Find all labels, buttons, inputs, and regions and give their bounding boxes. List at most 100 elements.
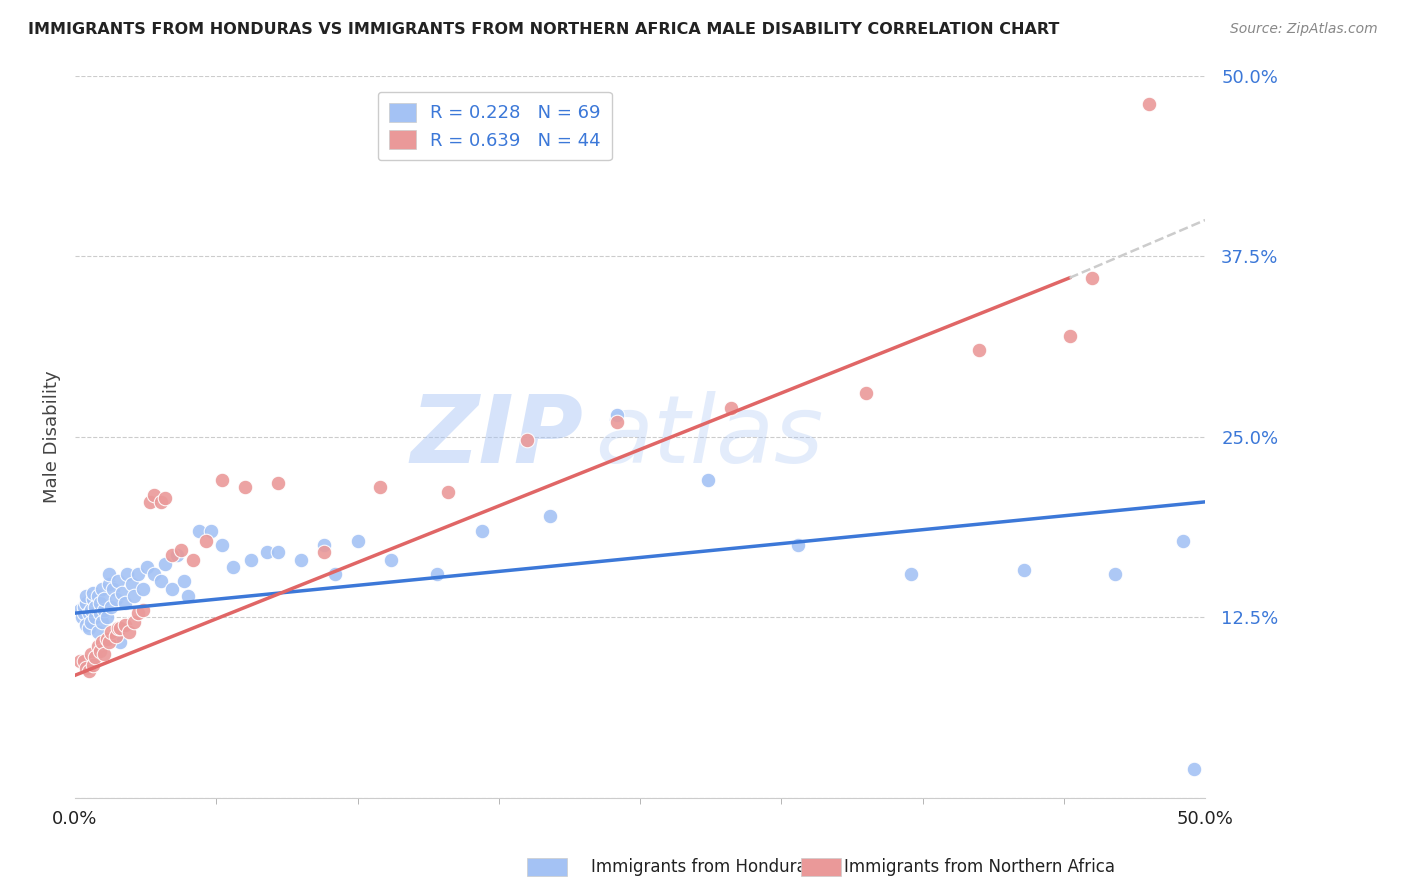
- Point: [170, 542, 193, 557]
- Point: [110, 635, 132, 649]
- Point: [104, 591, 127, 606]
- Text: Immigrants from Northern Africa: Immigrants from Northern Africa: [844, 858, 1115, 876]
- Point: [86, 640, 108, 654]
- Point: [114, 617, 136, 632]
- Point: [256, 545, 278, 559]
- Point: [166, 549, 188, 563]
- Point: [143, 567, 166, 582]
- Point: [132, 582, 155, 596]
- Point: [69, 603, 91, 617]
- Point: [516, 433, 538, 447]
- Point: [195, 533, 218, 548]
- Point: [84, 649, 107, 664]
- Text: ZIP: ZIP: [411, 391, 583, 483]
- Point: [114, 596, 136, 610]
- Point: [118, 624, 141, 639]
- Point: [84, 600, 107, 615]
- Point: [177, 589, 200, 603]
- Point: [93, 603, 115, 617]
- Point: [73, 606, 96, 620]
- Point: [380, 552, 402, 566]
- Point: [77, 606, 100, 620]
- Point: [138, 495, 160, 509]
- Point: [323, 567, 346, 582]
- Point: [787, 538, 810, 552]
- Point: [900, 567, 922, 582]
- Point: [122, 615, 145, 629]
- Point: [606, 416, 628, 430]
- Point: [93, 647, 115, 661]
- Point: [155, 557, 177, 571]
- Point: [160, 549, 183, 563]
- Point: [312, 538, 335, 552]
- Point: [97, 577, 120, 591]
- Point: [115, 567, 138, 582]
- Point: [160, 582, 183, 596]
- Point: [96, 632, 118, 647]
- Point: [233, 480, 256, 494]
- Point: [107, 574, 129, 589]
- Point: [267, 545, 290, 559]
- Point: [84, 610, 107, 624]
- Point: [1137, 97, 1160, 112]
- Point: [149, 574, 172, 589]
- Point: [89, 596, 111, 610]
- Point: [173, 574, 195, 589]
- Point: [155, 491, 177, 505]
- Point: [91, 582, 114, 596]
- Point: [855, 386, 877, 401]
- Point: [89, 644, 111, 658]
- Point: [80, 615, 103, 629]
- Point: [69, 654, 91, 668]
- Point: [82, 591, 104, 606]
- Point: [1171, 533, 1194, 548]
- Point: [107, 621, 129, 635]
- Point: [73, 654, 96, 668]
- Point: [80, 603, 103, 617]
- Point: [222, 560, 245, 574]
- Point: [696, 473, 718, 487]
- Point: [96, 610, 118, 624]
- Point: [127, 567, 149, 582]
- Point: [1104, 567, 1126, 582]
- Point: [97, 567, 120, 582]
- Text: Immigrants from Honduras: Immigrants from Honduras: [591, 858, 815, 876]
- Point: [100, 624, 122, 639]
- Point: [437, 484, 460, 499]
- Point: [188, 524, 211, 538]
- Point: [1182, 762, 1205, 776]
- Point: [75, 661, 97, 675]
- Point: [312, 545, 335, 559]
- Point: [93, 591, 115, 606]
- Point: [143, 488, 166, 502]
- Point: [110, 621, 132, 635]
- Point: [426, 567, 449, 582]
- Point: [91, 615, 114, 629]
- Point: [111, 586, 134, 600]
- Point: [121, 577, 143, 591]
- Point: [80, 647, 103, 661]
- Point: [86, 589, 108, 603]
- Point: [89, 606, 111, 620]
- Point: [97, 635, 120, 649]
- Point: [181, 552, 204, 566]
- Point: [103, 582, 125, 596]
- Point: [100, 600, 122, 615]
- Point: [86, 624, 108, 639]
- Point: [136, 560, 159, 574]
- Point: [200, 524, 222, 538]
- Text: atlas: atlas: [595, 392, 823, 483]
- Point: [132, 603, 155, 617]
- Point: [1059, 328, 1081, 343]
- Point: [73, 600, 96, 615]
- Point: [82, 586, 104, 600]
- Point: [75, 596, 97, 610]
- Point: [104, 629, 127, 643]
- Point: [1014, 563, 1036, 577]
- Point: [91, 635, 114, 649]
- Legend: R = 0.228   N = 69, R = 0.639   N = 44: R = 0.228 N = 69, R = 0.639 N = 44: [378, 92, 612, 161]
- Point: [122, 589, 145, 603]
- Point: [346, 533, 368, 548]
- Point: [606, 408, 628, 422]
- Text: Source: ZipAtlas.com: Source: ZipAtlas.com: [1230, 22, 1378, 37]
